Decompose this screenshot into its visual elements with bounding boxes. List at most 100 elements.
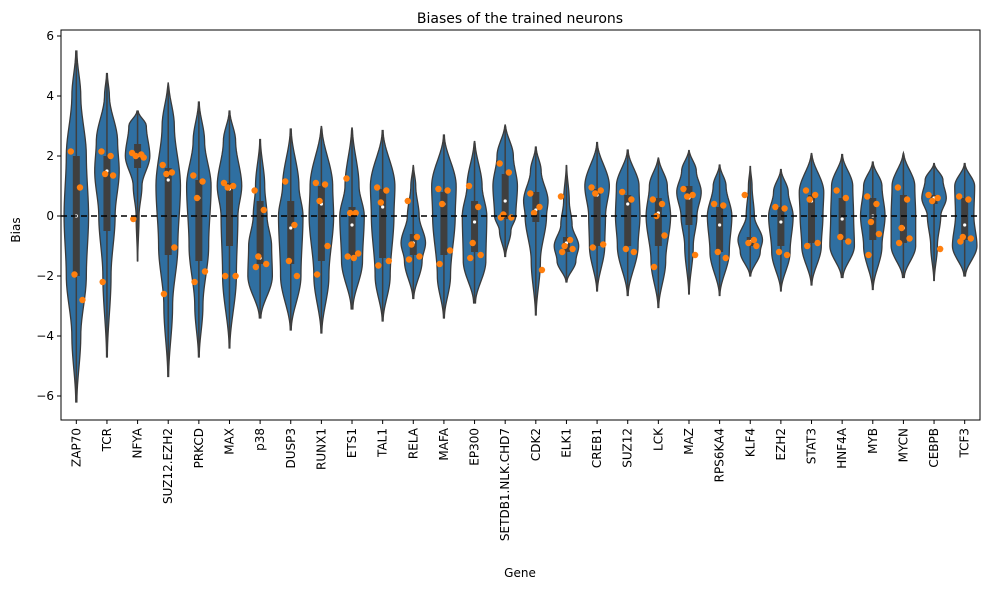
- violin-group: [767, 168, 794, 292]
- data-point: [413, 233, 421, 241]
- violin-median: [289, 226, 293, 230]
- data-point: [589, 244, 596, 251]
- data-point: [750, 236, 758, 244]
- data-point: [955, 193, 963, 200]
- data-point: [201, 268, 209, 275]
- data-point: [293, 272, 301, 280]
- data-point: [67, 148, 75, 155]
- data-point: [344, 253, 351, 260]
- violin-iqr-box: [869, 198, 877, 240]
- data-point: [650, 263, 658, 271]
- data-point: [588, 184, 595, 191]
- data-point: [753, 242, 760, 250]
- data-point: [661, 232, 668, 239]
- violin-group: [951, 162, 978, 277]
- data-point: [416, 253, 423, 260]
- data-point: [436, 260, 443, 268]
- data-point: [377, 199, 385, 206]
- data-point: [163, 170, 170, 178]
- data-point: [224, 184, 231, 191]
- data-point: [842, 194, 850, 202]
- violin-iqr-box: [317, 186, 325, 261]
- data-point: [168, 169, 176, 176]
- x-tick-label: RELA: [406, 427, 420, 459]
- data-point: [873, 200, 880, 208]
- data-point: [220, 179, 228, 187]
- data-point: [934, 194, 941, 202]
- x-axis-label: Gene: [504, 566, 536, 580]
- data-point: [714, 248, 721, 256]
- violin-group: [645, 157, 672, 309]
- violin-group: [859, 161, 886, 291]
- data-point: [130, 215, 137, 223]
- data-point: [802, 187, 810, 194]
- data-point: [467, 254, 474, 262]
- x-tick-label: MAFA: [437, 427, 451, 460]
- x-tick-label: PRKCD: [192, 428, 206, 468]
- violin-median: [840, 217, 844, 221]
- data-point: [722, 254, 729, 262]
- data-point: [628, 196, 635, 203]
- data-point: [405, 256, 413, 263]
- data-point: [630, 248, 638, 256]
- data-point: [190, 172, 197, 179]
- data-point: [781, 205, 788, 212]
- violin-group: [492, 124, 519, 258]
- data-point: [229, 182, 237, 190]
- violin-group: [584, 141, 610, 292]
- data-point: [263, 260, 270, 268]
- violin-group: [431, 134, 457, 319]
- x-tick-label: MYCN: [896, 428, 910, 462]
- violin-group: [400, 164, 427, 300]
- x-tick-label: RUNX1: [314, 428, 328, 470]
- violin-iqr-box: [961, 198, 969, 240]
- data-point: [557, 193, 565, 200]
- data-point: [408, 241, 415, 248]
- data-point: [600, 241, 607, 248]
- data-point: [465, 182, 473, 190]
- data-point: [619, 188, 626, 196]
- data-point: [375, 262, 382, 269]
- violin-group: [216, 110, 243, 349]
- data-point: [260, 206, 267, 214]
- data-point: [354, 250, 362, 257]
- violin-iqr-box: [440, 192, 448, 255]
- data-point: [109, 172, 117, 179]
- violin-median: [381, 205, 385, 209]
- x-tick-label: CDK2: [529, 428, 543, 461]
- plot-frame: [60, 29, 981, 421]
- data-point: [160, 290, 168, 298]
- data-point: [316, 197, 323, 205]
- violin-group: [247, 138, 274, 319]
- data-point: [895, 239, 903, 247]
- data-point: [199, 178, 206, 185]
- violin-iqr-box: [103, 156, 111, 231]
- data-point: [140, 154, 147, 161]
- data-point: [867, 218, 875, 226]
- data-point: [79, 296, 86, 304]
- data-point: [71, 271, 78, 278]
- data-point: [772, 203, 779, 211]
- x-tick-label: DUSP3: [284, 428, 298, 469]
- data-point: [906, 235, 913, 242]
- data-point: [811, 191, 819, 199]
- data-point: [385, 257, 392, 265]
- x-tick-label: ZAP70: [69, 428, 83, 467]
- x-tick-label: HNF4A: [835, 427, 849, 469]
- data-point: [312, 179, 320, 187]
- data-point: [343, 175, 350, 182]
- x-tick-label: KLF4: [743, 428, 757, 457]
- violin-group: [461, 140, 488, 304]
- data-point: [658, 200, 666, 208]
- data-point: [321, 181, 329, 188]
- data-point: [496, 160, 503, 167]
- data-point: [99, 278, 106, 286]
- data-point: [505, 169, 513, 176]
- violin-iqr-box: [348, 207, 356, 255]
- data-point: [313, 271, 321, 278]
- violin-iqr-box: [256, 201, 264, 264]
- data-point: [691, 251, 699, 259]
- data-point: [689, 191, 696, 199]
- violin-group: [369, 129, 396, 322]
- data-point: [251, 187, 258, 194]
